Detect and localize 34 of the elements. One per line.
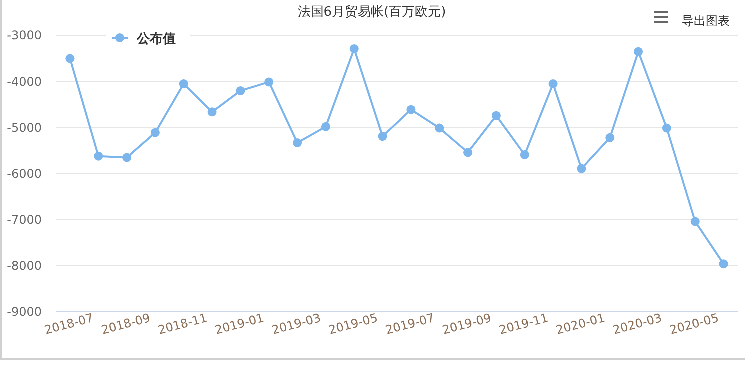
point <box>492 111 501 120</box>
point <box>634 47 644 56</box>
point <box>293 138 302 148</box>
point <box>350 44 359 54</box>
point <box>464 148 473 158</box>
point <box>150 128 160 138</box>
point <box>264 78 274 87</box>
point <box>719 260 728 269</box>
point <box>520 150 530 160</box>
point <box>406 105 416 114</box>
point <box>94 152 104 161</box>
text: 导出图表 <box>682 14 730 28</box>
point <box>321 122 330 132</box>
point <box>548 80 558 89</box>
point <box>606 133 615 142</box>
point <box>662 124 672 133</box>
y-tick-label: -6000 <box>7 166 42 181</box>
point <box>236 86 246 96</box>
point <box>435 124 444 133</box>
point <box>577 164 586 174</box>
point <box>208 108 217 117</box>
y-tick-label: -7000 <box>7 212 42 227</box>
legend-label: 公布值 <box>136 32 176 47</box>
y-tick-label: -9000 <box>7 305 42 319</box>
point <box>66 54 75 64</box>
y-tick-label: -8000 <box>7 258 42 273</box>
point <box>122 153 132 162</box>
point <box>179 80 188 89</box>
chart-title: 法国6月贸易帐(百万欧元) <box>298 5 446 20</box>
y-tick-label: -5000 <box>7 120 42 135</box>
point <box>378 132 388 142</box>
y-tick-label: -4000 <box>7 74 42 89</box>
y-tick-label: -3000 <box>7 28 42 43</box>
point <box>690 217 700 226</box>
